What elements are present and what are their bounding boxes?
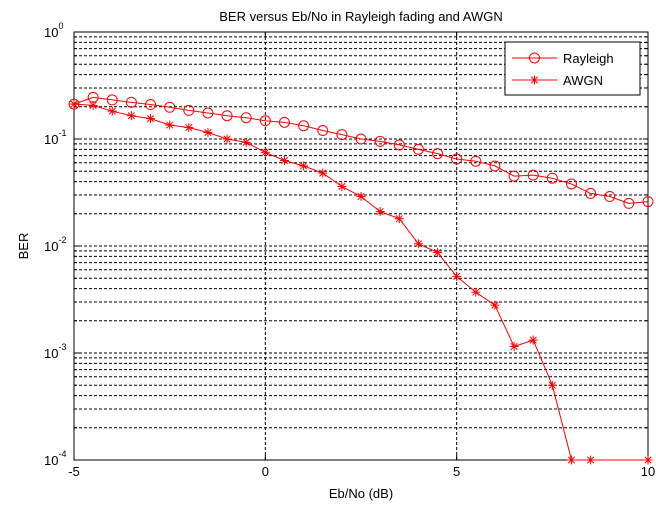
series-rayleigh-point (298, 120, 310, 132)
series-rayleigh-point (278, 116, 290, 128)
series-awgn-point (586, 455, 596, 465)
series-rayleigh-point (451, 153, 463, 165)
series-rayleigh-point (374, 135, 386, 147)
legend: Rayleigh AWGN (504, 41, 641, 96)
series-rayleigh-point (489, 160, 501, 172)
series-rayleigh-point (412, 143, 424, 155)
series-awgn-point (509, 342, 519, 352)
series-awgn-point (413, 239, 423, 249)
series-rayleigh-point (125, 96, 137, 108)
ticks: -5 0 5 10 10-4 10-3 10-2 10-1 100 (44, 21, 655, 479)
series-rayleigh-point (565, 178, 577, 190)
series-awgn (69, 99, 653, 465)
series-rayleigh-point (183, 104, 195, 116)
y-tick-label: 10-3 (44, 342, 66, 361)
legend-star-glyph (530, 75, 539, 85)
series-rayleigh-point (508, 170, 520, 182)
series-rayleigh-point (604, 191, 616, 203)
y-tick-label: 10-4 (44, 449, 66, 468)
series-rayleigh-point (240, 112, 252, 124)
series-awgn-point (375, 207, 385, 217)
series (68, 91, 654, 465)
series-awgn-point (528, 335, 538, 345)
series-awgn-point (299, 161, 309, 171)
x-tick-label: 5 (453, 464, 460, 479)
series-awgn-point (337, 181, 347, 191)
x-tick-label: 0 (262, 464, 269, 479)
series-rayleigh-point (317, 125, 329, 137)
series-rayleigh-point (202, 107, 214, 119)
series-awgn-point (107, 106, 117, 116)
series-rayleigh-point (432, 148, 444, 160)
series-awgn-point (88, 100, 98, 110)
series-rayleigh-point (470, 155, 482, 167)
series-awgn-point (279, 155, 289, 165)
series-awgn-point (241, 137, 251, 147)
series-awgn-point (222, 134, 232, 144)
series-awgn-point (165, 120, 175, 130)
x-tick-label: -5 (68, 464, 80, 479)
series-rayleigh-point (393, 139, 405, 151)
series-rayleigh-point (336, 129, 348, 141)
series-awgn-point (471, 287, 481, 297)
legend-box (504, 41, 641, 96)
legend-rayleigh-marker (529, 52, 540, 64)
y-tick-label: 10-2 (44, 235, 66, 254)
series-rayleigh-point (623, 197, 635, 209)
series-awgn-point (490, 300, 500, 310)
legend-rayleigh-label: Rayleigh (563, 51, 614, 66)
series-rayleigh-point (164, 101, 176, 113)
series-awgn-point (643, 455, 653, 465)
series-awgn-point (433, 247, 443, 257)
series-rayleigh-point (145, 99, 157, 111)
y-tick-label: 100 (44, 21, 63, 40)
chart-title: BER versus Eb/No in Rayleigh fading and … (219, 9, 503, 24)
series-awgn-point (452, 271, 462, 281)
legend-awgn-marker (530, 75, 539, 85)
y-axis-label: BER (16, 233, 31, 260)
series-rayleigh (68, 91, 654, 209)
series-rayleigh-point (106, 94, 118, 106)
series-rayleigh-point (642, 196, 654, 208)
y-tick-label: 10-1 (44, 128, 66, 147)
x-tick-label: 10 (641, 464, 655, 479)
series-awgn-point (394, 214, 404, 224)
series-awgn-point (126, 111, 136, 121)
series-awgn-point (566, 455, 576, 465)
series-rayleigh-line (73, 96, 649, 204)
series-rayleigh-point (546, 172, 558, 184)
series-rayleigh-point (259, 115, 271, 127)
legend-awgn-label: AWGN (563, 73, 603, 88)
series-awgn-point (547, 380, 557, 390)
series-rayleigh-point (585, 187, 597, 199)
series-rayleigh-point (355, 133, 367, 145)
series-awgn-point (146, 114, 156, 124)
series-rayleigh-point (221, 110, 233, 122)
series-rayleigh-point (527, 169, 539, 181)
series-awgn-point (69, 99, 79, 109)
series-awgn-point (318, 168, 328, 178)
series-awgn-point (260, 147, 270, 157)
series-awgn-point (356, 192, 366, 202)
series-awgn-point (184, 123, 194, 133)
x-axis-label: Eb/No (dB) (329, 486, 393, 501)
series-awgn-point (203, 128, 213, 138)
